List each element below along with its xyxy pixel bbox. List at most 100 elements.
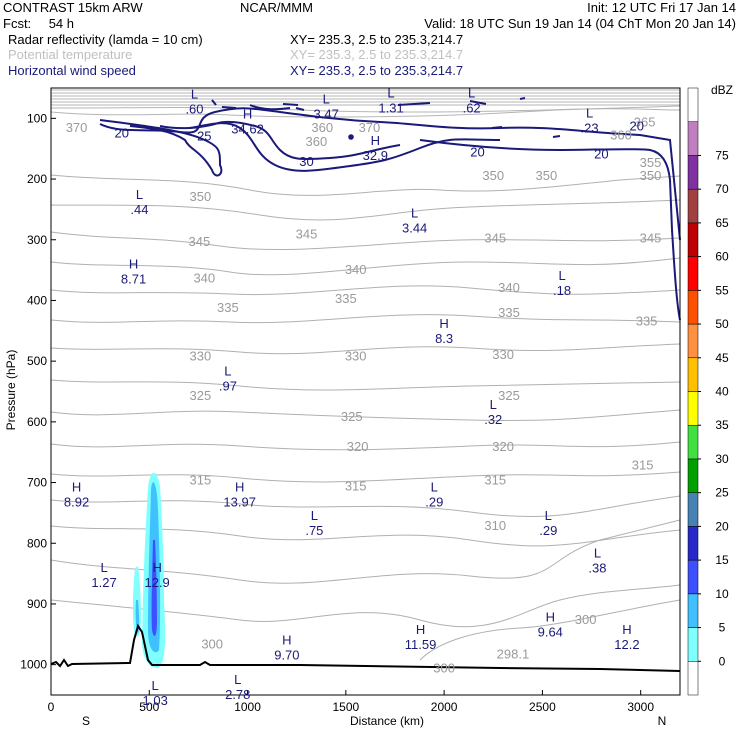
field-xy-theta: XY= 235.3, 2.5 to 235.3,214.7	[290, 47, 463, 62]
y-tick-label: 1000	[20, 658, 47, 672]
extremum-type: L	[152, 678, 159, 693]
theta-label: 330	[190, 349, 212, 364]
x-axis-label: Distance (km)	[350, 714, 424, 728]
colorbar-swatch	[687, 559, 699, 595]
theta-label: 330	[345, 349, 367, 364]
extremum-type: L	[191, 87, 198, 102]
theta-label: 360	[306, 134, 328, 149]
theta-label: 340	[345, 262, 367, 277]
colorbar-level: 65	[715, 216, 729, 230]
stratosphere-theta-band	[50, 89, 681, 118]
terrain-line	[50, 623, 681, 672]
y-tick-label: 400	[27, 293, 47, 307]
theta-label: 370	[359, 120, 381, 135]
colorbar-level: 25	[715, 486, 729, 500]
theta-label: 325	[498, 388, 520, 403]
wind-contour-label: 20	[630, 119, 644, 134]
colorbar-swatch	[687, 391, 699, 426]
theta-label: 315	[190, 473, 212, 488]
colorbar-swatch	[687, 424, 699, 460]
colorbar-level: 45	[715, 351, 729, 365]
extremum-value: 3.44	[402, 221, 427, 236]
theta-label: 345	[189, 234, 211, 249]
theta-label: 335	[335, 291, 357, 306]
colorbar-swatch	[687, 256, 699, 291]
extremum-value: .23	[581, 120, 599, 135]
theta-label: 310	[484, 518, 506, 533]
theta-label: 300	[201, 636, 223, 651]
y-axis-label: Pressure (hPa)	[4, 350, 18, 431]
extremum-value: .29	[539, 523, 557, 538]
colorbar-swatch	[687, 661, 699, 696]
extremum-value: 1.03	[143, 693, 168, 708]
theta-label: 355	[640, 155, 662, 170]
theta-label: 345	[640, 230, 662, 245]
wind-contour-label: 25	[197, 128, 211, 143]
extremum-type: L	[224, 363, 231, 378]
theta-label: 340	[193, 270, 215, 285]
wind-labels: 20 25 30 20 20 20	[115, 119, 644, 169]
valid-time: Valid: 18 UTC Sun 19 Jan 14 (04 ChT Mon …	[424, 16, 736, 31]
colorbar-level: 15	[715, 553, 729, 567]
extremum-type: L	[545, 508, 552, 523]
theta-label: 320	[347, 439, 369, 454]
colorbar-level: 20	[715, 519, 729, 533]
extremum-type: L	[234, 672, 241, 687]
extremum-type: L	[411, 206, 418, 221]
theta-label: 298.1	[497, 647, 530, 662]
colorbar-swatch	[687, 290, 699, 325]
extremum-type: L	[468, 85, 475, 100]
theta-isentropes	[50, 174, 681, 661]
x-end-label-north: N	[658, 714, 667, 728]
colorbar-swatch	[687, 357, 699, 392]
model-title: CONTRAST 15km ARW	[3, 0, 143, 15]
extremum-value: .62	[463, 100, 481, 115]
theta-label: 300	[433, 661, 455, 676]
extremum-value: 8.71	[121, 272, 146, 287]
colorbar-swatch	[687, 121, 699, 156]
extremum-type: H	[129, 257, 138, 272]
extremum-type: L	[323, 91, 330, 106]
extremum-value: .44	[130, 202, 148, 217]
y-tick-label: 500	[27, 354, 47, 368]
theta-label: 360	[610, 128, 632, 143]
x-tick-label: 0	[48, 700, 55, 714]
theta-label: 335	[636, 313, 658, 328]
extremum-type: H	[72, 479, 81, 494]
theta-label: 325	[341, 409, 363, 424]
field-name-wind: Horizontal wind speed	[8, 63, 136, 78]
extremum-value: 1.27	[91, 575, 116, 590]
theta-label: 360	[311, 120, 333, 135]
theta-label: 335	[217, 300, 239, 315]
colorbar-level: 35	[715, 418, 729, 432]
theta-label: 350	[190, 189, 212, 204]
colorbar-level: 70	[715, 182, 729, 196]
extremum-value: 13.97	[223, 494, 256, 509]
extremum-value: .18	[553, 283, 571, 298]
colorbar: 0 5 10 15 20 25 30 35 40 45 50 55 60 65 70 75	[687, 87, 729, 696]
colorbar-unit: dBZ	[711, 83, 733, 97]
colorbar-swatch	[687, 526, 699, 561]
y-tick-label: 100	[27, 111, 47, 125]
colorbar-level: 10	[715, 587, 729, 601]
colorbar-level: 55	[715, 283, 729, 297]
x-tick-label: 2000	[431, 700, 458, 714]
theta-label: 315	[632, 457, 654, 472]
extremum-value: 34.62	[231, 122, 264, 137]
extremum-type: L	[311, 508, 318, 523]
extremum-type: L	[431, 479, 438, 494]
y-tick-label: 200	[27, 172, 47, 186]
field-name-theta: Potential temperature	[8, 47, 132, 62]
extremum-type: L	[100, 560, 107, 575]
wind-speed-contours	[99, 97, 681, 321]
colorbar-level: 60	[715, 250, 729, 264]
theta-label: 335	[498, 305, 520, 320]
extremum-value: 12.2	[614, 637, 639, 652]
extremum-type: H	[439, 316, 448, 331]
extremum-type: H	[243, 107, 252, 122]
wind-contour-label: 20	[594, 147, 608, 162]
y-axis: 100 200 300 400 500 600 700 800 900 1000	[20, 111, 56, 672]
y-tick-label: 900	[27, 597, 47, 611]
